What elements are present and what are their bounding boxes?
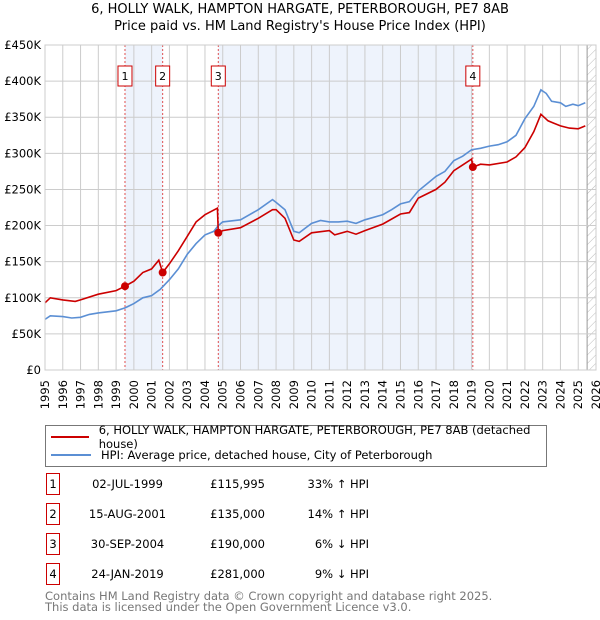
transaction-number-badge: 2 (46, 503, 60, 525)
transaction-price: £281,000 (210, 567, 265, 581)
shaded-period (218, 45, 473, 370)
sale-marker-box (155, 65, 171, 87)
x-tick-label: 2024 (553, 380, 567, 409)
footer-copyright: Contains HM Land Registry data © Crown c… (45, 589, 493, 603)
transaction-number-badge: 4 (46, 563, 60, 585)
y-tick-label: £0 (26, 363, 41, 377)
x-tick-label: 2019 (465, 380, 479, 409)
x-tick-label: 2007 (251, 380, 265, 409)
x-tick-label: 2023 (536, 380, 550, 409)
y-tick-label: £250K (4, 182, 41, 196)
x-tick-label: 1998 (91, 380, 105, 409)
sale-point (468, 163, 477, 172)
y-tick-label: £350K (4, 110, 41, 124)
y-tick-label: £50K (12, 327, 42, 341)
footer-licence: This data is licensed under the Open Gov… (45, 600, 412, 614)
chart-legend: 6, HOLLY WALK, HAMPTON HARGATE, PETERBOR… (45, 423, 547, 467)
legend-item-property: 6, HOLLY WALK, HAMPTON HARGATE, PETERBOR… (51, 423, 546, 451)
sale-marker-label: 1 (121, 70, 128, 83)
x-tick-label: 1995 (38, 380, 52, 409)
x-tick-label: 2001 (145, 380, 159, 409)
x-tick-label: 2013 (358, 380, 372, 409)
x-tick-label: 2017 (429, 380, 443, 409)
x-tick-label: 1997 (74, 380, 88, 409)
sale-point (120, 282, 129, 291)
x-tick-label: 2026 (589, 380, 600, 409)
transaction-price: £115,995 (210, 477, 265, 491)
transaction-date: 15-AUG-2001 (88, 507, 167, 521)
x-tick-label: 2022 (518, 380, 532, 409)
transaction-hpi-diff: 14% ↑ HPI (307, 507, 369, 521)
transaction-row: 2 15-AUG-2001 £135,000 14% ↑ HPI (0, 503, 600, 525)
y-tick-label: £150K (4, 255, 41, 269)
x-tick-label: 2011 (322, 380, 336, 409)
transaction-row: 3 30-SEP-2004 £190,000 6% ↓ HPI (0, 533, 600, 555)
price-chart: 1995 1996 1997 1998 1999 2000 2001 2002 2003 2004… (4, 38, 600, 409)
transaction-date: 02-JUL-1999 (92, 477, 163, 491)
transaction-number-badge: 1 (46, 473, 60, 495)
x-tick-label: 2005 (216, 380, 230, 409)
sale-marker-label: 2 (159, 70, 166, 83)
x-tick-label: 2025 (571, 380, 585, 409)
transaction-hpi-diff: 33% ↑ HPI (307, 477, 369, 491)
y-tick-label: £450K (4, 38, 41, 52)
x-tick-label: 2002 (162, 380, 176, 409)
x-tick-label: 2012 (340, 380, 354, 409)
x-tick-label: 2018 (447, 380, 461, 409)
x-tick-label: 2004 (198, 380, 212, 409)
transaction-price: £190,000 (210, 537, 265, 551)
chart-title: 6, HOLLY WALK, HAMPTON HARGATE, PETERBOR… (91, 2, 509, 17)
transaction-row: 4 24-JAN-2019 £281,000 9% ↓ HPI (0, 563, 600, 585)
transaction-hpi-diff: 9% ↓ HPI (314, 567, 369, 581)
x-tick-label: 2010 (305, 380, 319, 409)
sale-marker-label: 4 (469, 70, 476, 83)
forecast-hatch (587, 45, 596, 370)
sale-marker-box (210, 65, 226, 87)
transaction-hpi-diff: 6% ↓ HPI (314, 537, 369, 551)
x-tick-label: 2003 (180, 380, 194, 409)
legend-item-hpi: HPI: Average price, detached house, City… (51, 447, 432, 463)
transaction-price: £135,000 (210, 507, 265, 521)
sale-point (158, 268, 167, 277)
legend-swatch-blue (51, 454, 91, 456)
plot-border (44, 44, 597, 371)
x-tick-label: 2000 (127, 380, 141, 409)
chart-subtitle: Price paid vs. HM Land Registry's House … (114, 19, 486, 34)
legend-swatch-red (51, 436, 89, 438)
x-tick-label: 2006 (234, 380, 248, 409)
x-tick-label: 2009 (287, 380, 301, 409)
transaction-date: 24-JAN-2019 (91, 567, 164, 581)
x-tick-label: 2008 (269, 380, 283, 409)
shaded-period (124, 45, 163, 370)
x-tick-label: 2020 (482, 380, 496, 409)
x-tick-label: 2015 (393, 380, 407, 409)
sale-marker-box (117, 65, 133, 87)
x-tick-label: 2021 (500, 380, 514, 409)
x-tick-label: 1999 (109, 380, 123, 409)
x-tick-label: 1996 (56, 380, 70, 409)
transaction-row: 1 02-JUL-1999 £115,995 33% ↑ HPI (0, 473, 600, 495)
series-line (44, 112, 586, 304)
y-tick-label: £400K (4, 74, 41, 88)
y-tick-label: £100K (4, 291, 41, 305)
y-tick-label: £300K (4, 146, 41, 160)
y-tick-label: £200K (4, 219, 41, 233)
legend-label: HPI: Average price, detached house, City… (101, 448, 433, 462)
transaction-number-badge: 3 (46, 533, 60, 555)
sale-marker-label: 3 (215, 70, 222, 83)
transaction-date: 30-SEP-2004 (90, 537, 165, 551)
x-tick-label: 2014 (376, 380, 390, 409)
sale-marker-box (465, 65, 481, 87)
sale-point (214, 228, 223, 237)
x-tick-label: 2016 (411, 380, 425, 409)
legend-label: 6, HOLLY WALK, HAMPTON HARGATE, PETERBOR… (98, 423, 531, 451)
series-line (44, 88, 586, 321)
